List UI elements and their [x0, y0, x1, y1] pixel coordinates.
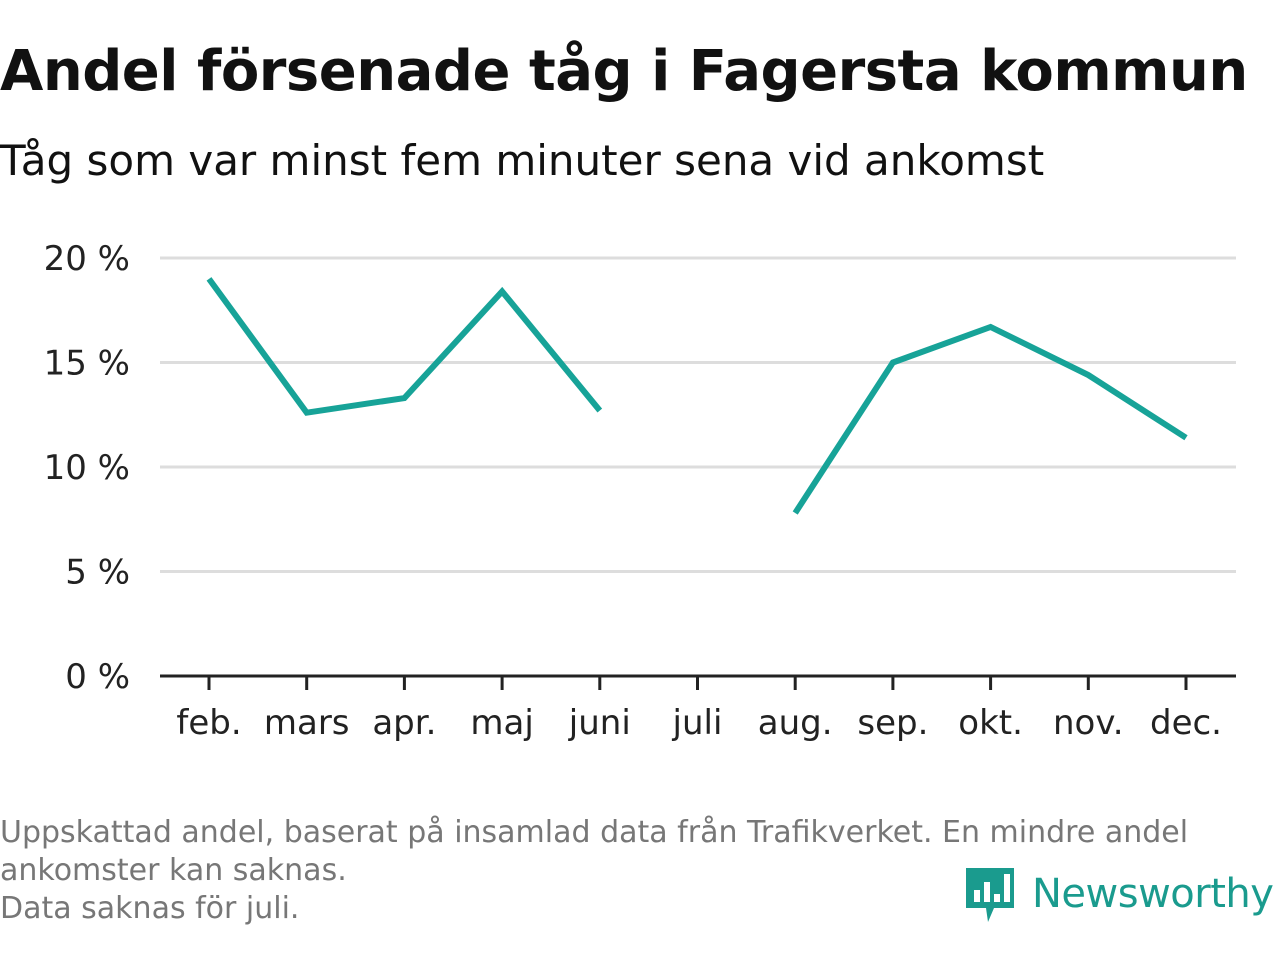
footnote: Uppskattad andel, baserat på insamlad da…: [0, 814, 1189, 928]
brand: Newsworthy: [964, 864, 1274, 924]
x-tick-label: maj: [470, 703, 533, 743]
line-chart: 0 % 5 % 10 % 15 % 20 % feb. mars apr. maj juni jul…: [44, 239, 1236, 743]
y-tick-label: 0 %: [65, 657, 130, 697]
x-tick-label: juli: [672, 703, 723, 743]
x-tick-label: mars: [264, 703, 350, 743]
x-tick-label: feb.: [176, 703, 241, 743]
brand-name: Newsworthy: [1032, 871, 1274, 917]
chart-subtitle: Tåg som var minst fem minuter sena vid a…: [0, 136, 1045, 185]
series-line: [792, 323, 1188, 515]
series-line: [206, 277, 603, 416]
footnote-line-2: ankomster kan saknas.: [0, 853, 347, 888]
y-tick-label: 5 %: [65, 553, 130, 593]
x-tick-label: juni: [568, 703, 631, 743]
y-tick-label: 10 %: [44, 448, 130, 488]
x-tick-label: aug.: [758, 703, 833, 743]
x-tick-label: sep.: [857, 703, 928, 743]
x-tick-label: nov.: [1053, 703, 1124, 743]
chart-title: Andel försenade tåg i Fagersta kommun: [0, 39, 1248, 104]
footnote-line-3: Data saknas för juli.: [0, 891, 300, 926]
x-tick-label: okt.: [958, 703, 1023, 743]
x-tick-label: dec.: [1150, 703, 1222, 743]
y-tick-label: 15 %: [44, 344, 130, 384]
newsworthy-logo-icon: [966, 868, 1014, 922]
footnote-line-1: Uppskattad andel, baserat på insamlad da…: [0, 815, 1189, 850]
y-tick-label: 20 %: [44, 239, 130, 279]
x-tick-label: apr.: [372, 703, 436, 743]
